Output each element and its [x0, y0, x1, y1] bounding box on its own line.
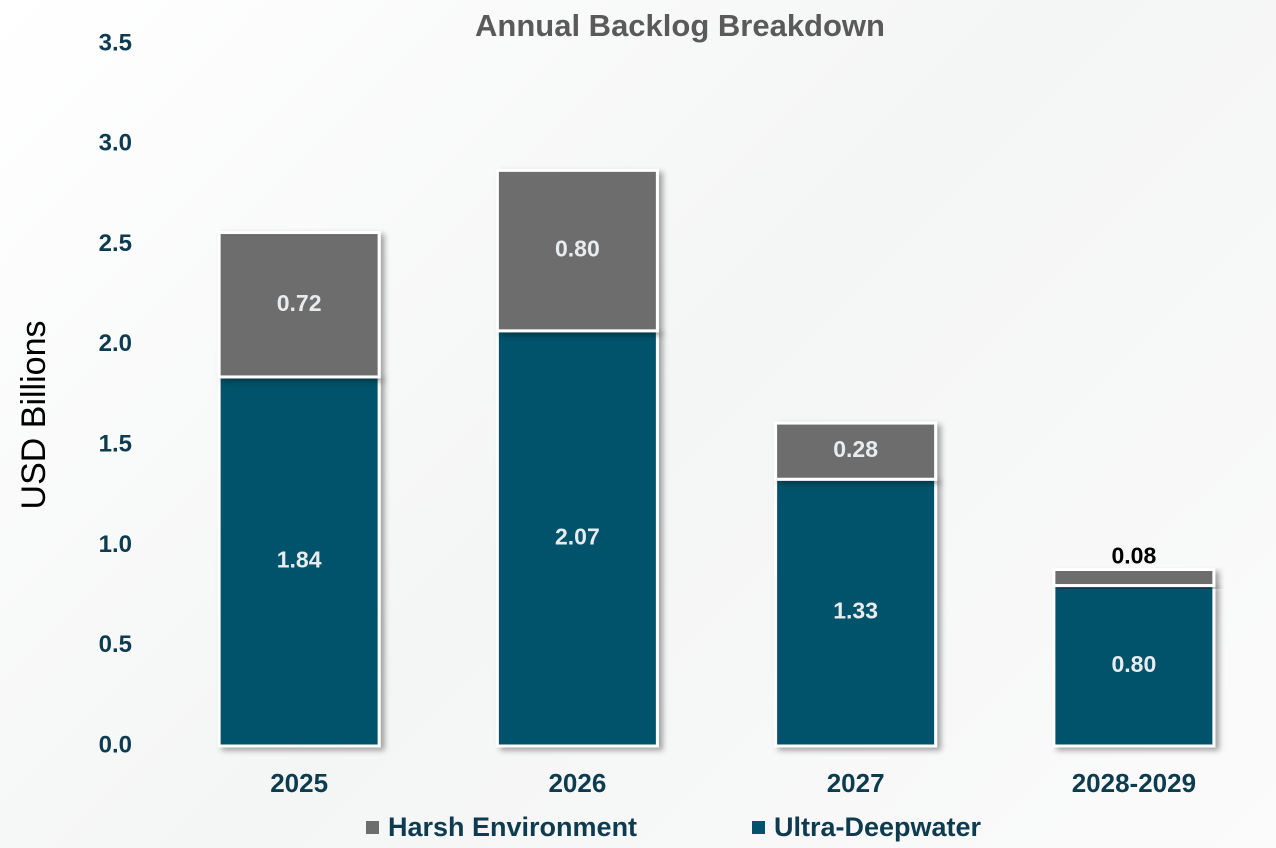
bar-segment: [495, 168, 659, 333]
value-label: 0.80: [555, 236, 600, 262]
y-tick-label: 2.0: [99, 330, 132, 357]
y-tick-label: 3.5: [99, 29, 132, 56]
legend-label: Ultra-Deepwater: [774, 812, 982, 842]
bar-segment: [217, 231, 381, 379]
value-label: 0.28: [833, 436, 878, 462]
y-tick-label: 1.5: [99, 430, 132, 457]
x-tick-label: 2028-2029: [1072, 768, 1196, 798]
legend-swatch: [752, 821, 765, 834]
legend-label: Harsh Environment: [388, 812, 637, 842]
y-tick-label: 0.0: [99, 731, 132, 758]
value-label: 1.84: [277, 547, 322, 573]
y-tick-label: 0.5: [99, 631, 132, 658]
value-label: 0.08: [1111, 543, 1156, 569]
value-label: 2.07: [555, 523, 600, 549]
legend-swatch: [366, 821, 379, 834]
y-axis-label: USD Billions: [15, 321, 53, 510]
x-tick-label: 2027: [827, 768, 885, 798]
chart-title: Annual Backlog Breakdown: [475, 8, 885, 43]
value-label: 0.80: [1111, 651, 1156, 677]
bar-segment: [774, 421, 938, 481]
y-tick-label: 3.0: [99, 130, 132, 157]
value-label: 0.72: [277, 290, 322, 316]
bar-segment: [1052, 584, 1216, 748]
x-tick-label: 2025: [270, 768, 328, 798]
value-label: 1.33: [833, 598, 878, 624]
bar-segment: [217, 375, 381, 748]
bar-segment: [1052, 567, 1216, 588]
x-tick-label: 2026: [548, 768, 606, 798]
y-tick-label: 1.0: [99, 531, 132, 558]
bar-segment: [774, 477, 938, 748]
y-tick-label: 2.5: [99, 230, 132, 257]
